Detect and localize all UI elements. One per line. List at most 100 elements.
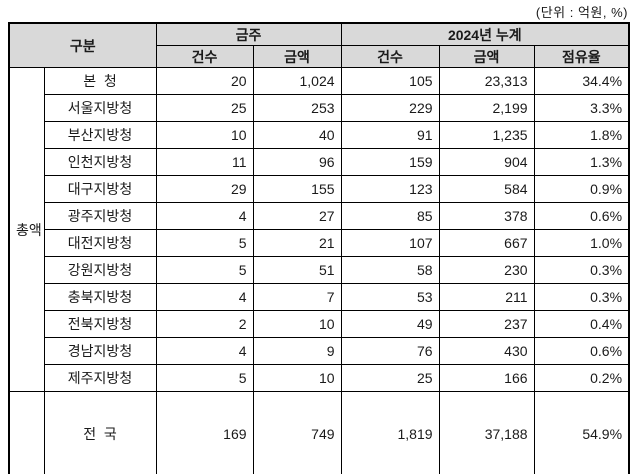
region-name-cell: 강원지방청 [43, 256, 157, 284]
header-category: 구분 [8, 22, 157, 68]
cum-count-cell: 107 [340, 229, 440, 257]
table-row: 총액 본 청 20 1,024 105 23,313 34.4% [8, 67, 630, 392]
region-name-cell: 충북지방청 [43, 283, 157, 311]
national-week-count-cell: 169 [155, 390, 254, 474]
share-cell: 1.0% [533, 229, 630, 257]
cum-count-cell: 123 [340, 175, 440, 203]
table-row: 강원지방청 5 51 58 230 0.3% [9, 256, 630, 284]
table-row: 전북지방청 2 10 49 237 0.4% [9, 310, 630, 338]
week-amount-cell: 9 [252, 337, 342, 365]
week-count-cell: 4 [155, 283, 254, 311]
table-row: 충북지방청 4 7 53 211 0.3% [9, 283, 630, 311]
week-count-cell: 20 [155, 67, 254, 95]
cum-count-cell: 53 [340, 283, 440, 311]
region-name-cell: 대구지방청 [43, 175, 157, 203]
week-count-cell: 5 [155, 364, 254, 392]
week-amount-cell: 10 [252, 310, 342, 338]
share-cell: 3.3% [533, 94, 630, 122]
region-name-cell: 인천지방청 [43, 148, 157, 176]
table-row: 인천지방청 11 96 159 904 1.3% [9, 148, 630, 176]
group-label-mas: MAS 2단계 [8, 390, 45, 474]
share-cell: 0.6% [533, 337, 630, 365]
cum-count-cell: 105 [340, 67, 440, 95]
week-count-cell: 2 [155, 310, 254, 338]
cum-amount-cell: 2,199 [438, 94, 535, 122]
regional-tbody: 총액 본 청 20 1,024 105 23,313 34.4% 서울지방청 2… [8, 67, 630, 392]
header-share: 점유율 [533, 45, 630, 68]
header-row-columns: 건수 금액 건수 금액 점유율 [9, 45, 630, 68]
region-name-cell: 대전지방청 [43, 229, 157, 257]
header-week-count: 건수 [155, 45, 254, 68]
cum-amount-cell: 584 [438, 175, 535, 203]
group-label-total: 총액 [8, 67, 45, 392]
cum-amount-cell: 904 [438, 148, 535, 176]
national-name-cell: 전 국 [43, 390, 157, 474]
share-cell: 34.4% [533, 67, 630, 95]
cum-count-cell: 76 [340, 337, 440, 365]
header-cum-amount: 금액 [438, 45, 535, 68]
cum-count-cell: 85 [340, 202, 440, 230]
cum-amount-cell: 23,313 [438, 67, 535, 95]
table-header: 구분 금주 2024년 누계 건수 금액 건수 금액 점유율 [8, 22, 630, 68]
week-amount-cell: 253 [252, 94, 342, 122]
week-count-cell: 11 [155, 148, 254, 176]
cum-count-cell: 159 [340, 148, 440, 176]
unit-note: (단위 : 억원, %) [535, 5, 628, 20]
region-name-cell: 본 청 [43, 67, 157, 95]
share-cell: 1.8% [533, 121, 630, 149]
week-count-cell: 10 [155, 121, 254, 149]
region-name-cell: 광주지방청 [43, 202, 157, 230]
table-row: 대전지방청 5 21 107 667 1.0% [9, 229, 630, 257]
cum-amount-cell: 211 [438, 283, 535, 311]
table-row: 서울지방청 25 253 229 2,199 3.3% [9, 94, 630, 122]
table-row: 대구지방청 29 155 123 584 0.9% [9, 175, 630, 203]
cum-count-cell: 229 [340, 94, 440, 122]
mas-national-row: MAS 2단계 전 국 169 749 1,819 37,188 54.9% [8, 390, 630, 474]
table-row: 제주지방청 5 10 25 166 0.2% [9, 364, 630, 392]
region-name-cell: 제주지방청 [43, 364, 157, 392]
week-amount-cell: 40 [252, 121, 342, 149]
region-name-cell: 부산지방청 [43, 121, 157, 149]
share-cell: 0.2% [533, 364, 630, 392]
national-cum-count-cell: 1,819 [340, 390, 440, 474]
cum-amount-cell: 378 [438, 202, 535, 230]
cum-count-cell: 58 [340, 256, 440, 284]
cum-amount-cell: 166 [438, 364, 535, 392]
week-amount-cell: 155 [252, 175, 342, 203]
share-cell: 1.3% [533, 148, 630, 176]
region-name-cell: 전북지방청 [43, 310, 157, 338]
week-count-cell: 5 [155, 229, 254, 257]
week-count-cell: 25 [155, 94, 254, 122]
cum-amount-cell: 230 [438, 256, 535, 284]
cum-amount-cell: 237 [438, 310, 535, 338]
summary-tbody: MAS 2단계 전 국 169 749 1,819 37,188 54.9% 합… [8, 390, 630, 474]
share-cell: 0.4% [533, 310, 630, 338]
cum-count-cell: 49 [340, 310, 440, 338]
week-amount-cell: 27 [252, 202, 342, 230]
table-row: 경남지방청 4 9 76 430 0.6% [9, 337, 630, 365]
week-amount-cell: 96 [252, 148, 342, 176]
header-cumulative-group: 2024년 누계 [340, 22, 630, 46]
header-row-groups: 구분 금주 2024년 누계 [8, 22, 630, 68]
table-row: 부산지방청 10 40 91 1,235 1.8% [9, 121, 630, 149]
cum-count-cell: 25 [340, 364, 440, 392]
region-name-cell: 경남지방청 [43, 337, 157, 365]
share-cell: 0.9% [533, 175, 630, 203]
week-amount-cell: 7 [252, 283, 342, 311]
week-count-cell: 4 [155, 202, 254, 230]
week-count-cell: 4 [155, 337, 254, 365]
week-count-cell: 5 [155, 256, 254, 284]
share-cell: 0.3% [533, 256, 630, 284]
week-count-cell: 29 [155, 175, 254, 203]
week-amount-cell: 1,024 [252, 67, 342, 95]
cum-amount-cell: 667 [438, 229, 535, 257]
share-cell: 0.3% [533, 283, 630, 311]
header-week-group: 금주 [155, 22, 342, 46]
week-amount-cell: 21 [252, 229, 342, 257]
summary-table: 구분 금주 2024년 누계 건수 금액 건수 금액 점유율 총액 본 청 20… [8, 22, 631, 474]
week-amount-cell: 51 [252, 256, 342, 284]
table-row: 광주지방청 4 27 85 378 0.6% [9, 202, 630, 230]
header-cum-count: 건수 [340, 45, 440, 68]
share-cell: 0.6% [533, 202, 630, 230]
